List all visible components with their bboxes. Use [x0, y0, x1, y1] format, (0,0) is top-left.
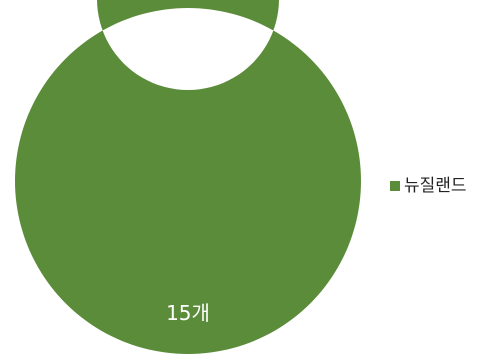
data-label: 15개: [166, 301, 210, 325]
legend-label: 뉴질랜드: [404, 176, 467, 196]
legend-swatch: [390, 181, 400, 191]
donut-slice-뉴질랜드: [14, 0, 361, 354]
legend: 뉴질랜드: [390, 176, 467, 196]
donut-slices: [14, 0, 361, 354]
data-labels: 15개: [166, 301, 210, 325]
